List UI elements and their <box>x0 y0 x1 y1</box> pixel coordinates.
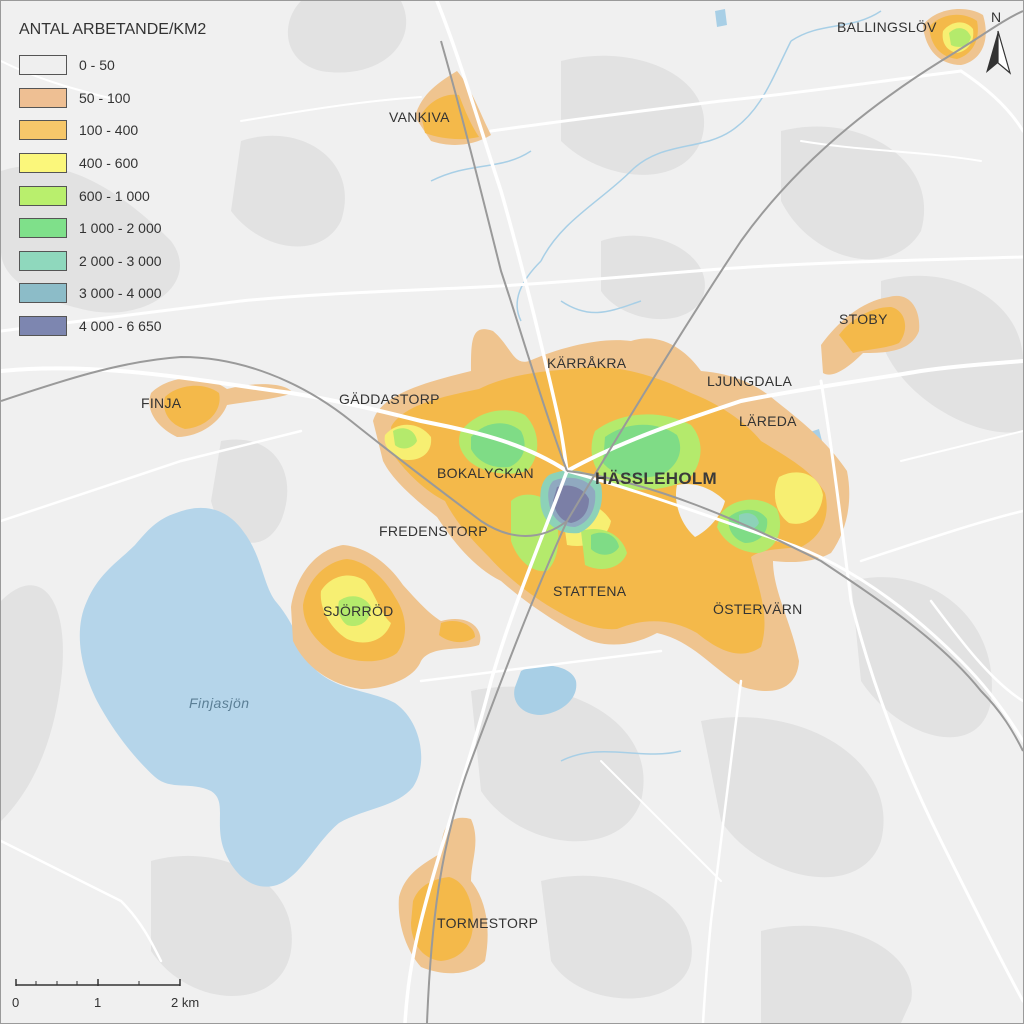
legend-swatch <box>19 316 67 337</box>
legend-label: 600 - 1 000 <box>79 187 150 204</box>
legend-items: 0 - 50 50 - 100 100 - 400 400 - 600 600 - 1 … <box>19 49 206 342</box>
place-bokalyckan: BOKALYCKAN <box>437 465 534 481</box>
scale-bar: 0 1 2 km <box>11 979 231 1019</box>
legend-swatch <box>19 283 67 304</box>
legend-label: 400 - 600 <box>79 155 139 172</box>
legend-item: 1 000 - 2 000 <box>19 212 206 245</box>
legend-item: 2 000 - 3 000 <box>19 245 206 278</box>
place-finja: FINJA <box>141 395 182 411</box>
north-arrow-icon <box>986 30 1012 75</box>
pond <box>514 665 577 715</box>
place-tormestorp: TORMESTORP <box>437 915 539 931</box>
railways <box>1 10 1023 1023</box>
legend-item: 4 000 - 6 650 <box>19 310 206 343</box>
place-stoby: STOBY <box>839 311 888 327</box>
legend-swatch <box>19 120 67 141</box>
legend-swatch <box>19 153 67 174</box>
legend-swatch <box>19 250 67 271</box>
place-gaddastorp: GÄDDASTORP <box>339 391 440 407</box>
place-ballingslov: BALLINGSLÖV <box>837 19 937 35</box>
north-arrow: N <box>981 9 1015 79</box>
place-lareda: LÄREDA <box>739 413 797 429</box>
legend-title: ANTAL ARBETANDE/KM2 <box>19 21 207 38</box>
map-legend: ANTAL ARBETANDE/KM2 0 - 50 50 - 100 100 - … <box>19 21 206 342</box>
legend-label: 2 000 - 3 000 <box>79 252 162 269</box>
place-vankiva: VANKIVA <box>389 109 450 125</box>
legend-item: 400 - 600 <box>19 147 206 180</box>
legend-item: 100 - 400 <box>19 114 206 147</box>
scale-label-0: 0 <box>12 995 20 1010</box>
legend-swatch <box>19 185 67 206</box>
place-ljungdala: LJUNGDALA <box>707 373 793 389</box>
place-karraakra: KÄRRÅKRA <box>547 355 627 371</box>
lake-label: Finjasjön <box>189 695 250 711</box>
lake-finjasjon <box>79 507 422 887</box>
legend-label: 1 000 - 2 000 <box>79 220 162 237</box>
pond <box>715 9 727 27</box>
legend-label: 0 - 50 <box>79 57 115 74</box>
place-sjorrod: SJÖRRÖD <box>323 603 394 619</box>
legend-label: 50 - 100 <box>79 89 131 106</box>
legend-label: 3 000 - 4 000 <box>79 285 162 302</box>
scale-label-1: 1 <box>94 995 102 1010</box>
legend-item: 3 000 - 4 000 <box>19 277 206 310</box>
scale-bar-graphic <box>15 979 181 986</box>
legend-label: 4 000 - 6 650 <box>79 318 162 335</box>
place-stattena: STATTENA <box>553 583 627 599</box>
scale-label-2: 2 km <box>171 995 200 1010</box>
place-hassleholm: HÄSSLEHOLM <box>595 469 717 488</box>
legend-swatch <box>19 55 67 76</box>
place-ostervarn: ÖSTERVÄRN <box>713 601 803 617</box>
legend-label: 100 - 400 <box>79 122 139 139</box>
legend-item: 0 - 50 <box>19 49 206 82</box>
place-fredenstorp: FREDENSTORP <box>379 523 488 539</box>
north-letter: N <box>991 9 1002 25</box>
legend-swatch <box>19 218 67 239</box>
legend-item: 50 - 100 <box>19 82 206 115</box>
legend-item: 600 - 1 000 <box>19 179 206 212</box>
legend-swatch <box>19 87 67 108</box>
